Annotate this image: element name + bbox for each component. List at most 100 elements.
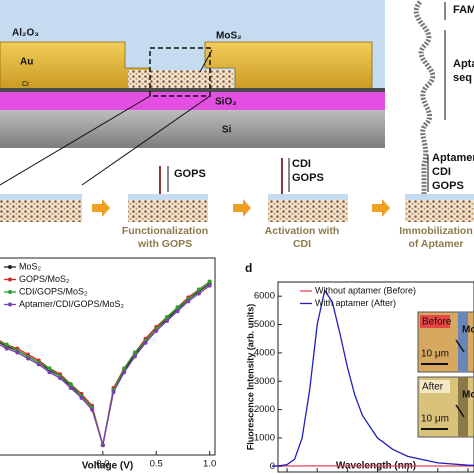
x-tick-label: 0.5 — [150, 459, 163, 470]
data-point — [196, 291, 201, 296]
inset-flake — [458, 312, 468, 372]
strand — [413, 0, 436, 215]
data-point — [132, 350, 137, 355]
inset-flake — [458, 377, 468, 437]
x-tick-label: 0.0 — [96, 459, 109, 470]
sio2-layer — [0, 92, 385, 110]
inset-cut-label: Mo — [462, 390, 474, 401]
step-label: GOPS — [292, 172, 324, 184]
caption: Functionalization — [122, 225, 208, 237]
y-tick-label: 5000 — [254, 319, 275, 330]
strand-label: GOPS — [432, 180, 464, 192]
inset-label: Before — [422, 317, 452, 328]
data-point — [175, 305, 180, 310]
layer-label: Cr — [22, 81, 30, 88]
data-point — [122, 366, 127, 371]
panel-label: d — [245, 261, 252, 275]
strand-label: Apta — [453, 58, 474, 70]
data-point — [164, 315, 169, 320]
data-point — [154, 328, 159, 333]
layer-label: Al₂O₃ — [12, 28, 39, 39]
process-steps: GOPS CDI GOPS Functionalization with GOP… — [0, 158, 474, 250]
plot-frame — [0, 257, 216, 456]
data-point — [15, 350, 20, 355]
y-tick-label: 1000 — [254, 432, 275, 443]
data-point — [26, 356, 31, 361]
data-point — [100, 443, 105, 448]
data-point — [47, 370, 52, 375]
strand-label: Aptamer — [432, 152, 474, 164]
inset-tag — [420, 315, 450, 328]
inset-cut-label: Mo — [462, 325, 474, 336]
legend-label: With aptamer (After) — [315, 298, 396, 308]
legend-marker — [8, 302, 12, 307]
layer-label: Si — [222, 125, 232, 136]
data-point — [58, 376, 63, 381]
caption: Activation with — [265, 225, 340, 237]
zoom-line — [81, 95, 211, 186]
pointer — [199, 49, 213, 73]
legend-marker — [8, 265, 12, 269]
y-tick-label: 2000 — [254, 404, 275, 415]
caption: Immobilization — [399, 225, 473, 237]
y-axis-label: Fluorescence Intensity (arb. units) — [245, 304, 255, 451]
x-tick-label: 1.0 — [203, 459, 216, 470]
data-point — [79, 395, 84, 400]
caption: CDI — [293, 238, 311, 250]
data-point — [175, 309, 180, 314]
legend-marker — [8, 290, 12, 294]
mos2-channel — [128, 70, 233, 90]
si-layer — [0, 110, 385, 148]
legend-marker — [8, 277, 12, 282]
step-label: CDI — [292, 158, 311, 170]
data-point — [122, 370, 127, 375]
aptamer-strand: FAM Apta seq Aptamer CDI GOPS — [413, 0, 474, 215]
data-point — [68, 386, 73, 391]
cr-layer — [0, 88, 385, 92]
data-point — [4, 342, 9, 347]
data-point — [111, 389, 116, 394]
chart: 0.0 0.5 1.0 Voltage (V) MoS₂ GOPS/MoS₂ CDI/GOP… — [0, 257, 216, 472]
data-point — [207, 283, 212, 288]
y-tick-label: 4000 — [254, 347, 275, 358]
legend-label: CDI/GOPS/MoS₂ — [19, 286, 88, 296]
data-point — [164, 319, 169, 324]
legend-label: GOPS/MoS₂ — [19, 274, 70, 284]
inset-arrow — [455, 339, 465, 353]
strand-label: FAM — [453, 4, 474, 16]
data-point — [47, 366, 52, 371]
strand-label: CDI — [432, 166, 451, 178]
data-point — [143, 340, 148, 345]
strand-label: seq — [453, 72, 472, 84]
inset-scale: 10 μm — [421, 414, 449, 425]
data-point — [36, 362, 41, 367]
inset-scale: 10 μm — [421, 349, 449, 360]
data-point — [68, 382, 73, 387]
legend-label: Aptamer/CDI/GOPS/MoS₂ — [19, 299, 125, 309]
data-point — [132, 354, 137, 359]
step-label: GOPS — [174, 168, 206, 180]
inset-tag — [420, 380, 450, 393]
plot-frame — [277, 281, 474, 473]
layer-label: MoS₂ — [216, 31, 242, 42]
caption: of Aptamer — [408, 238, 463, 250]
inset-arrow — [455, 404, 465, 418]
data-point — [196, 287, 201, 292]
chart: 5005205405605806006200100020003000400050… — [245, 281, 474, 473]
y-tick-label: 3000 — [254, 376, 275, 387]
data-point — [4, 346, 9, 351]
zoom-box — [149, 47, 211, 97]
legend-label: MoS₂ — [19, 261, 42, 271]
zoom-line — [0, 95, 151, 186]
series-line — [271, 288, 474, 467]
data-point — [207, 279, 212, 284]
layer-label: SiO₂ — [215, 97, 237, 108]
device-schematic: Al₂O₃ Au Cr MoS₂ SiO₂ Si — [0, 0, 385, 186]
legend-label: Without aptamer (Before) — [315, 285, 416, 295]
layer-label: Au — [20, 57, 33, 68]
data-point — [186, 299, 191, 304]
inset-label: After — [422, 382, 444, 393]
y-tick-label: 6000 — [254, 291, 275, 302]
x-axis-label: Voltage (V) — [82, 461, 133, 472]
